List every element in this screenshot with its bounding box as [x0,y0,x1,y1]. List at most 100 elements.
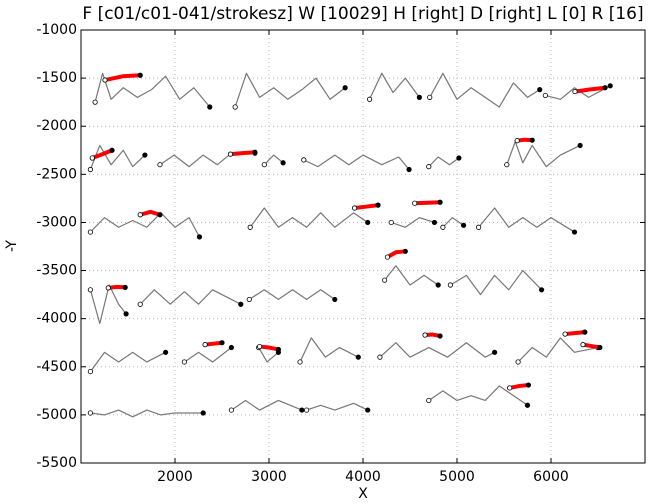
stroke-end [299,407,305,413]
stroke-start [515,359,521,365]
x-axis-label: X [358,486,368,502]
stroke [478,207,576,233]
highlight-stroke [102,73,143,83]
stroke [390,217,436,228]
stroke [249,207,369,228]
stroke-start [542,92,548,99]
stroke [89,351,167,373]
stroke [89,212,201,238]
stroke-end [406,166,412,173]
y-tick-label: -4500 [36,359,77,375]
highlight-start [384,254,391,260]
highlight-start [351,205,358,211]
highlight-stroke [572,85,608,94]
highlight-start [572,88,578,95]
highlight-stroke [203,340,224,347]
highlight-stroke [385,249,408,260]
highlight-stroke [563,330,587,337]
stroke-start [427,94,433,100]
highlight-end [252,149,258,155]
stroke-end [456,155,462,161]
highlight-start [227,151,234,157]
stroke-end [416,94,422,100]
highlight-stroke [412,200,443,206]
stroke-end [355,354,361,360]
highlight-start [137,212,143,218]
stroke-start [377,354,383,360]
highlight-stroke [580,342,602,350]
x-tick-label: 5000 [439,469,475,485]
highlight-start [514,138,520,144]
y-tick-label: -1000 [36,22,77,38]
y-tick-label: -4000 [36,311,77,327]
highlight-end [219,340,225,346]
stroke-start [228,407,234,413]
highlight-end [437,333,443,339]
highlight-end [157,212,163,218]
stroke-end [163,349,169,355]
highlight-end [529,137,535,143]
plot-frame [80,29,646,464]
highlight-end [525,382,532,388]
stroke-start [366,96,373,102]
highlight-end [375,202,381,208]
stroke-start [297,359,303,365]
stroke-end [524,402,531,408]
stroke-start [247,224,253,230]
stroke [248,289,336,301]
highlight-start [507,385,513,391]
stroke [230,399,303,411]
highlight-stroke [257,344,281,352]
stroke-end [332,296,338,303]
x-tick-label: 2000 [157,469,193,485]
stroke-end [460,222,467,228]
stroke [89,284,127,325]
x-tick-label: 6000 [533,469,569,485]
stroke [428,385,529,406]
stroke-end [207,104,213,110]
stroke-end [431,219,438,226]
highlight-stroke [507,383,531,390]
highlight-start [256,343,263,350]
highlight-stroke [106,284,128,290]
chart-title: F [c01/c01-041/strokesz] W [10029] H [ri… [82,4,643,24]
y-tick-label: -1500 [36,70,77,86]
stroke [183,346,232,363]
stroke-end [365,219,371,226]
stroke [429,72,541,108]
stroke [306,402,369,411]
highlight-start [89,155,95,161]
stroke-start [447,282,454,288]
stroke [442,217,465,228]
stroke [506,141,581,168]
stroke-start [388,219,394,226]
stroke-start [181,359,187,365]
highlight-stroke [90,148,115,160]
stroke-end [238,301,244,307]
highlight-start [422,332,428,338]
stroke-start [87,410,94,416]
stroke-start [87,287,94,293]
stroke-end [142,152,148,158]
stroke-start [426,397,432,404]
stroke-start [87,166,94,173]
highlight-stroke [228,150,257,157]
stroke-end [538,287,545,293]
stroke [303,154,410,171]
stroke [449,269,543,296]
highlight-start [102,77,108,83]
highlight-end [602,85,608,91]
highlight-start [202,342,208,348]
highlight-end [402,248,408,254]
stroke [263,154,284,166]
stroke [379,342,496,358]
highlight-end [122,284,128,290]
stroke-end [435,282,441,288]
stroke-end [537,87,543,93]
highlight-end [137,72,143,78]
stroke-end [571,229,578,235]
stroke-start [87,368,94,375]
highlight-end [582,329,588,335]
stroke [299,337,359,363]
